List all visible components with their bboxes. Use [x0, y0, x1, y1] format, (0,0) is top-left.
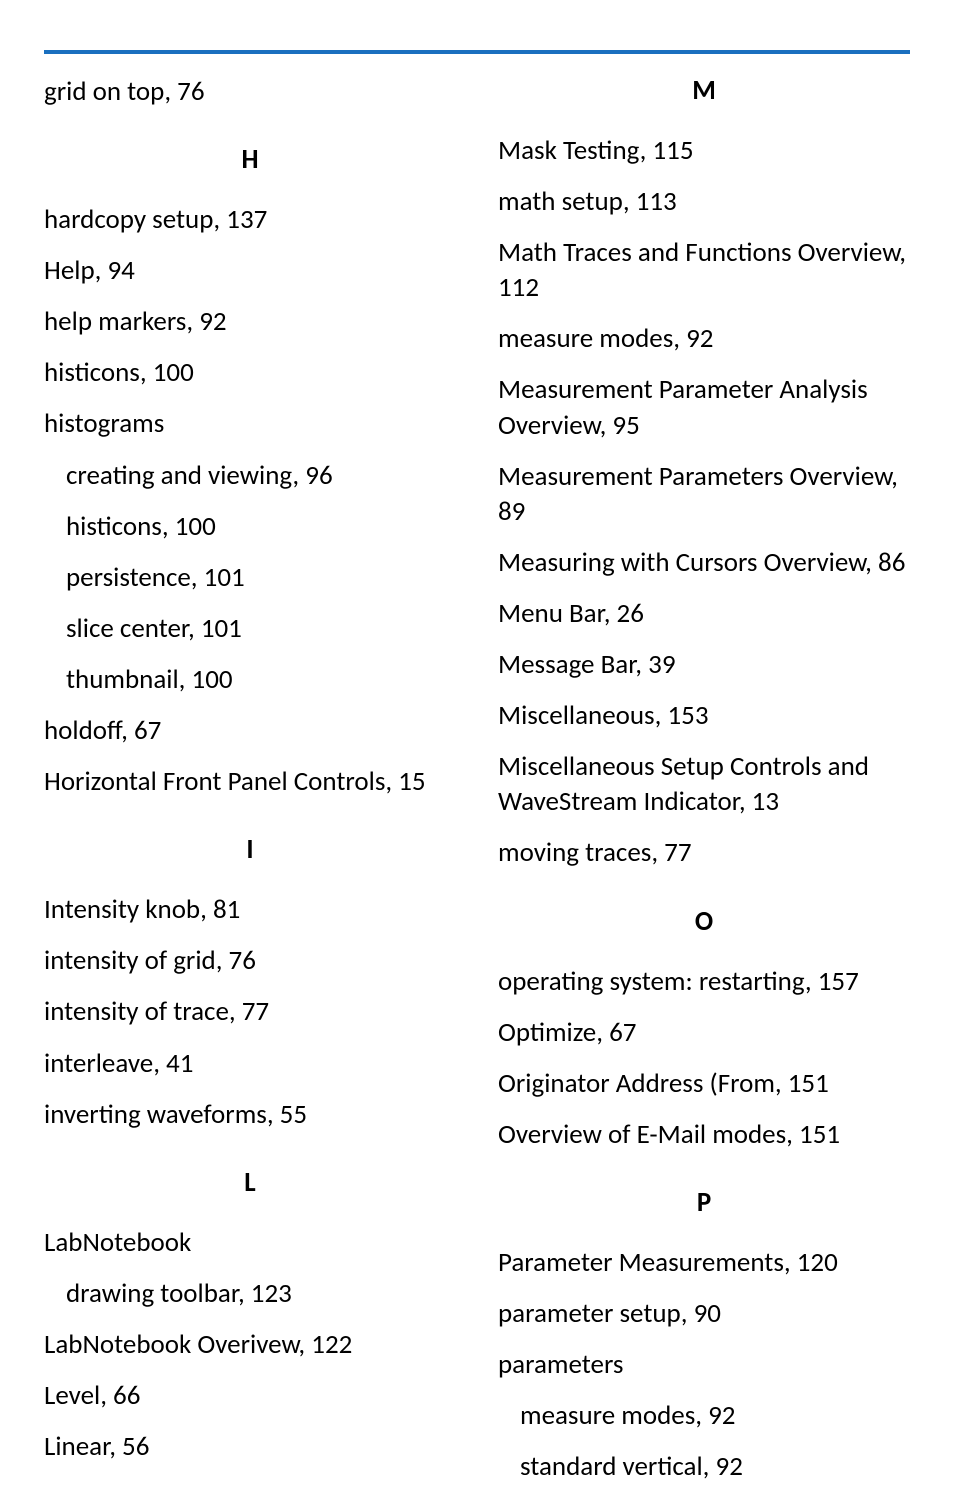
index-entry: Horizontal Front Panel Controls, 15: [44, 764, 456, 799]
index-entry: parameter setup, 90: [498, 1296, 910, 1331]
index-entry: thumbnail, 100: [44, 662, 456, 697]
index-entry: moving traces, 77: [498, 835, 910, 870]
index-entry: intensity of trace, 77: [44, 994, 456, 1029]
index-entry: Message Bar, 39: [498, 647, 910, 682]
header-rule: [44, 50, 910, 54]
index-entry: holdoff, 67: [44, 713, 456, 748]
index-entry: inverting waveforms, 55: [44, 1097, 456, 1132]
index-entry: Miscellaneous, 153: [498, 698, 910, 733]
index-section-letter: O: [498, 905, 910, 938]
index-entry: math setup, 113: [498, 184, 910, 219]
index-entry: Menu Bar, 26: [498, 596, 910, 631]
index-entry: LabNotebook: [44, 1225, 456, 1260]
index-entry: Level, 66: [44, 1378, 456, 1413]
index-entry: histicons, 100: [44, 509, 456, 544]
index-sub-entries: measure modes, 92 standard vertical, 92: [498, 1398, 910, 1484]
index-entry: measure modes, 92: [498, 321, 910, 356]
index-entry: Miscellaneous Setup Controls and WaveStr…: [498, 749, 910, 819]
index-sub-entries: creating and viewing, 96 histicons, 100 pe…: [44, 458, 456, 697]
index-entry: Overview of E-Mail modes, 151: [498, 1117, 910, 1152]
index-entry: parameters: [498, 1347, 910, 1382]
index-entry: drawing toolbar, 123: [44, 1276, 456, 1311]
index-entry: slice center, 101: [44, 611, 456, 646]
index-entry: persistence, 101: [44, 560, 456, 595]
index-entry: standard vertical, 92: [498, 1449, 910, 1484]
index-entry: Measurement Parameters Overview, 89: [498, 459, 910, 529]
index-section-letter: M: [498, 74, 910, 107]
index-entry: interleave, 41: [44, 1046, 456, 1081]
index-entry: grid on top, 76: [44, 74, 456, 109]
index-entry: LabNotebook Overivew, 122: [44, 1327, 456, 1362]
index-entry: Mask Testing, 115: [498, 133, 910, 168]
index-sub-entries: drawing toolbar, 123: [44, 1276, 456, 1311]
index-entry: Optimize, 67: [498, 1015, 910, 1050]
index-entry: Math Traces and Functions Overview, 112: [498, 235, 910, 305]
index-entry: Help, 94: [44, 253, 456, 288]
index-entry: operating system: restarting, 157: [498, 964, 910, 999]
index-entry: Parameter Measurements, 120: [498, 1245, 910, 1280]
index-entry: hardcopy setup, 137: [44, 202, 456, 237]
index-entry: Intensity knob, 81: [44, 892, 456, 927]
index-entry: histograms: [44, 406, 456, 441]
index-entry: measure modes, 92: [498, 1398, 910, 1433]
index-column-right: M Mask Testing, 115 math setup, 113 Math Tr…: [498, 74, 910, 1500]
index-entry: creating and viewing, 96: [44, 458, 456, 493]
index-entry: Originator Address (From, 151: [498, 1066, 910, 1101]
index-section-letter: L: [44, 1166, 456, 1199]
index-entry: Measurement Parameter Analysis Overview,…: [498, 372, 910, 442]
index-entry: Linear, 56: [44, 1429, 456, 1464]
index-entry: histicons, 100: [44, 355, 456, 390]
index-entry: help markers, 92: [44, 304, 456, 339]
index-column-left: grid on top, 76 Hhardcopy setup, 137 Help,…: [44, 74, 456, 1500]
index-entry: Measuring with Cursors Overview, 86: [498, 545, 910, 580]
index-section-letter: H: [44, 143, 456, 176]
index-section-letter: I: [44, 833, 456, 866]
index-columns: grid on top, 76 Hhardcopy setup, 137 Help,…: [44, 74, 910, 1500]
index-entry: intensity of grid, 76: [44, 943, 456, 978]
index-section-letter: P: [498, 1186, 910, 1219]
